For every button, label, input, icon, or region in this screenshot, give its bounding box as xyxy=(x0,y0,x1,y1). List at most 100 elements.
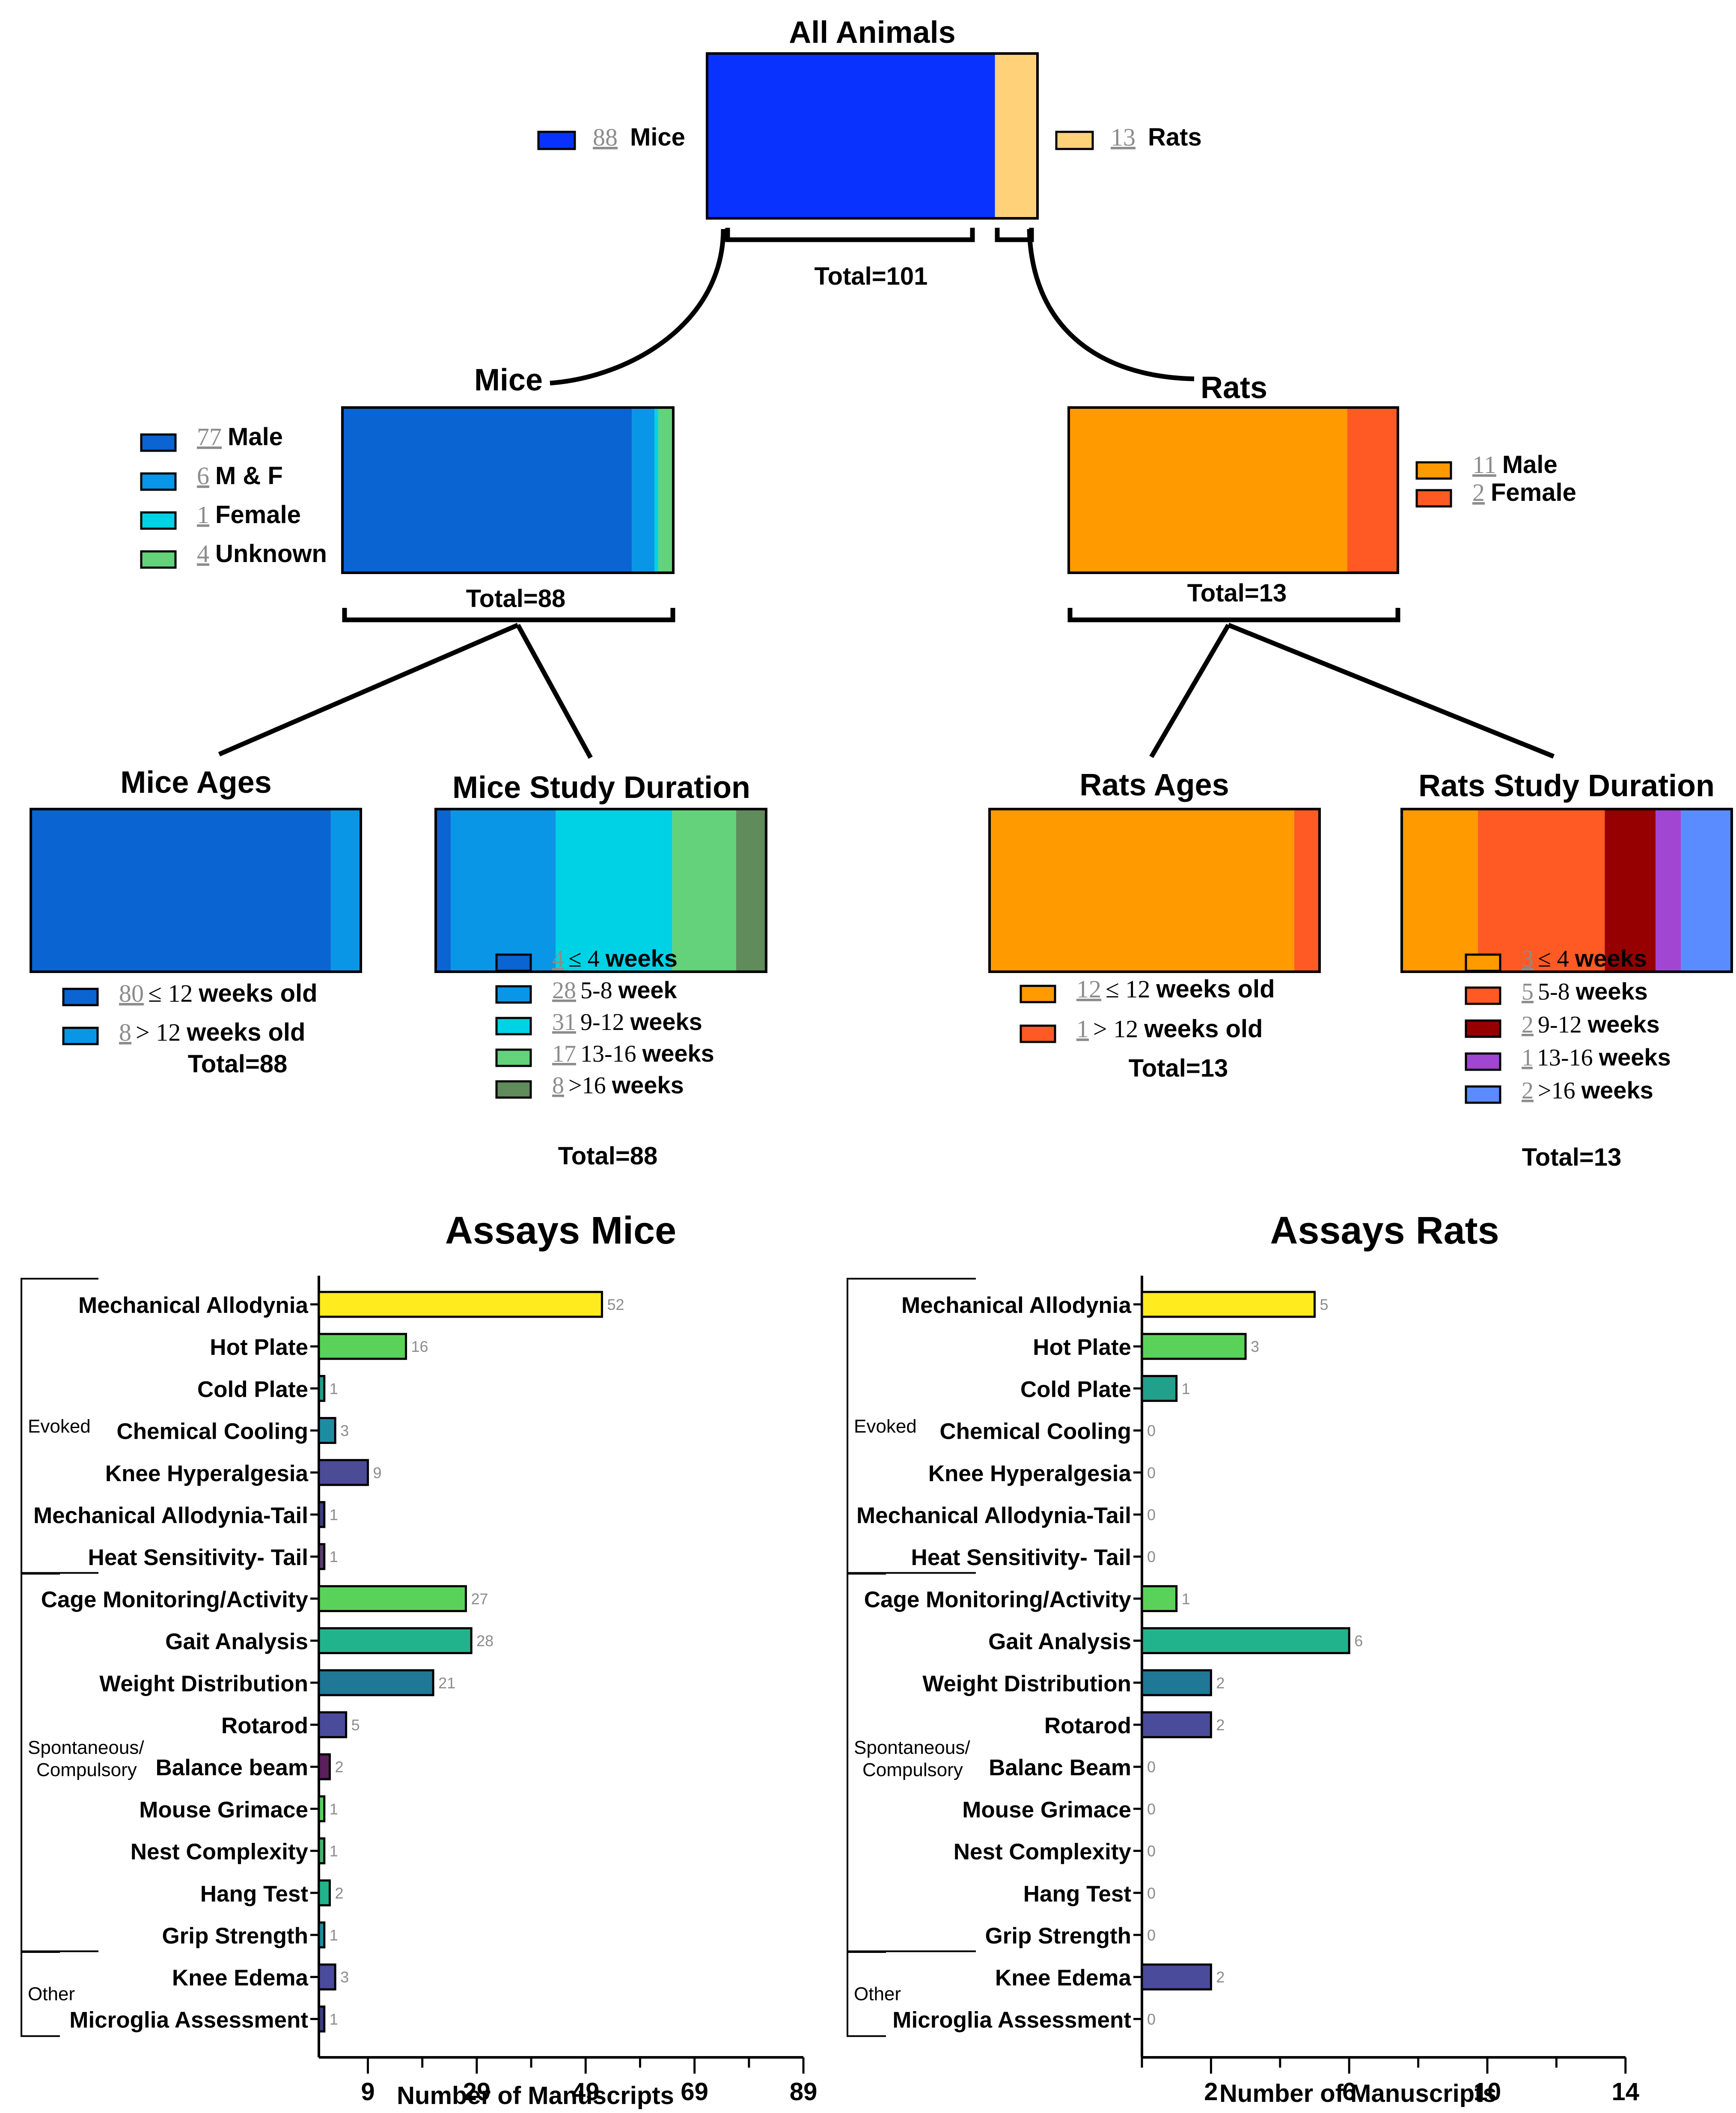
legend-swatch-rats_ages-0 xyxy=(1020,985,1056,1003)
category-label-mechanical-allodynia: Mechanical Allodynia xyxy=(901,1293,1132,1318)
legend-entry-mice_sex-2: 1 Female xyxy=(197,501,301,529)
bar-cold-plate xyxy=(1141,1375,1178,1402)
group-label-spontaneous-compulsory-0: Spontaneous/ xyxy=(28,1737,144,1758)
legend-label: weeks xyxy=(1575,945,1647,972)
bar-value-cage-monitoring-activity: 1 xyxy=(1182,1590,1190,1607)
bar-value-cold-plate: 1 xyxy=(1182,1380,1190,1397)
stack-title-rats_duration: Rats Study Duration xyxy=(1418,769,1715,803)
stack-segment-mice_sex-1 xyxy=(632,408,655,573)
category-label-mouse-grimace: Mouse Grimace xyxy=(962,1797,1131,1822)
category-label-hang-test: Hang Test xyxy=(200,1881,308,1907)
category-label-cold-plate: Cold Plate xyxy=(1020,1377,1131,1402)
legend-swatch-mice_duration-0 xyxy=(495,953,532,972)
bar-heat-sensitivity-tail xyxy=(318,1543,326,1570)
legend-prefix: 13-16 xyxy=(580,1041,636,1067)
stack-segment-rats_sex-0 xyxy=(1069,408,1347,573)
bracket-all-1 xyxy=(995,228,1034,242)
bar-mechanical-allodynia xyxy=(318,1291,603,1318)
bar-value-heat-sensitivity-tail: 0 xyxy=(1147,1548,1156,1565)
x-tick-label-assays_rats-2: 10 xyxy=(1474,2078,1501,2106)
bar-weight-distribution xyxy=(318,1669,434,1696)
bar-mechanical-allodynia xyxy=(1141,1291,1316,1318)
legend-swatch-rats_ages-1 xyxy=(1020,1024,1056,1043)
stack-segment-mice_ages-1 xyxy=(330,809,361,972)
stack-segment-mice_duration-0 xyxy=(436,809,451,972)
bar-hang-test xyxy=(318,1879,331,1907)
stack-segment-rats_ages-0 xyxy=(990,809,1294,972)
stack-frame-rats_duration xyxy=(1400,808,1733,973)
stack-total-rats_ages: Total=13 xyxy=(1129,1054,1228,1082)
bar-value-rotarod: 2 xyxy=(1216,1716,1225,1734)
category-label-hot-plate: Hot Plate xyxy=(210,1335,308,1360)
legend-value: 17 xyxy=(552,1041,576,1067)
bar-value-hang-test: 0 xyxy=(1147,1884,1156,1902)
category-label-cage-monitoring-activity: Cage Monitoring/Activity xyxy=(864,1587,1132,1612)
legend-swatch-mice_duration-2 xyxy=(495,1017,532,1036)
bar-rotarod xyxy=(318,1711,348,1738)
stack-segment-mice_duration-1 xyxy=(451,809,556,972)
bar-value-grip-strength: 1 xyxy=(330,1926,338,1944)
category-label-rotarod: Rotarod xyxy=(1044,1713,1131,1738)
stack-total-all: Total=101 xyxy=(814,262,928,290)
bracket-all-0 xyxy=(725,228,975,242)
legend-prefix: 13-16 xyxy=(1537,1045,1593,1071)
category-label-microglia-assessment: Microglia Assessment xyxy=(69,2007,308,2033)
stack-title-mice_ages: Mice Ages xyxy=(120,765,271,800)
stack-frame-mice_sex xyxy=(341,406,675,574)
legend-label: Male xyxy=(228,423,283,451)
legend-label: weeks old xyxy=(1156,975,1275,1003)
stack-segment-rats_ages-1 xyxy=(1294,809,1320,972)
category-label-mechanical-allodynia-tail: Mechanical Allodynia-Tail xyxy=(856,1503,1131,1528)
stack-segment-mice_sex-3 xyxy=(658,408,673,573)
category-label-knee-hyperalgesia: Knee Hyperalgesia xyxy=(105,1461,309,1486)
legend-swatch-rats_sex-0 xyxy=(1415,461,1452,480)
stack-segment-mice_sex-0 xyxy=(342,408,632,573)
x-tick-label-assays_mice-0: 9 xyxy=(361,2078,375,2106)
legend-label: Unknown xyxy=(215,540,327,568)
bar-value-balance-beam: 2 xyxy=(335,1758,343,1776)
legend-swatch-mice_sex-2 xyxy=(140,511,177,530)
legend-label: Female xyxy=(215,501,301,529)
category-label-nest-complexity: Nest Complexity xyxy=(954,1839,1132,1865)
bar-value-balanc-beam: 0 xyxy=(1147,1758,1156,1776)
bracket-mice_sex-0 xyxy=(342,608,675,622)
x-tick-label-assays_mice-4: 89 xyxy=(790,2078,817,2106)
stack-segment-rats_sex-1 xyxy=(1347,408,1398,573)
category-label-knee-edema: Knee Edema xyxy=(172,1965,309,1991)
stack-segment-mice_duration-2 xyxy=(556,809,672,972)
group-label-spontaneous-compulsory-1: Compulsory xyxy=(36,1759,137,1780)
legend-prefix: 9-12 xyxy=(580,1009,624,1036)
category-label-cold-plate: Cold Plate xyxy=(197,1377,308,1402)
legend-entry-rats_duration-1: 5 5-8 weeks xyxy=(1522,978,1648,1005)
legend-value-mice: 88 xyxy=(593,123,618,151)
bar-value-hang-test: 2 xyxy=(335,1884,343,1902)
connector-lines xyxy=(218,229,1555,759)
legend-value: 2 xyxy=(1522,1077,1534,1104)
legend-swatch-mice_duration-1 xyxy=(495,985,532,1004)
group-bracket-other xyxy=(847,1950,976,2037)
bar-value-mouse-grimace: 1 xyxy=(330,1800,338,1818)
legend-swatch-rats_duration-3 xyxy=(1465,1052,1501,1071)
stack-all: All Animals Total=101 88 Mice 13 Rats xyxy=(537,15,1202,290)
legend-label: weeks xyxy=(605,945,678,972)
bar-value-mechanical-allodynia: 5 xyxy=(1320,1296,1329,1313)
stack-frame-mice_ages xyxy=(30,808,362,973)
legend-entry-mice_duration-3: 17 13-16 weeks xyxy=(552,1040,714,1067)
legend-value: 6 xyxy=(197,462,209,490)
legend-prefix: 5-8 xyxy=(580,977,612,1004)
stack-frame-rats_ages xyxy=(988,808,1321,973)
stack-frame-rats_sex xyxy=(1067,406,1399,574)
group-label-spontaneous-compulsory-0: Spontaneous/ xyxy=(854,1737,970,1758)
category-label-gait-analysis: Gait Analysis xyxy=(165,1629,308,1655)
legend-entry-rats_duration-2: 2 9-12 weeks xyxy=(1522,1011,1660,1038)
bar-value-mechanical-allodynia: 52 xyxy=(607,1296,624,1313)
bar-weight-distribution xyxy=(1141,1669,1212,1696)
stack-total-mice_duration: Total=88 xyxy=(558,1142,658,1170)
